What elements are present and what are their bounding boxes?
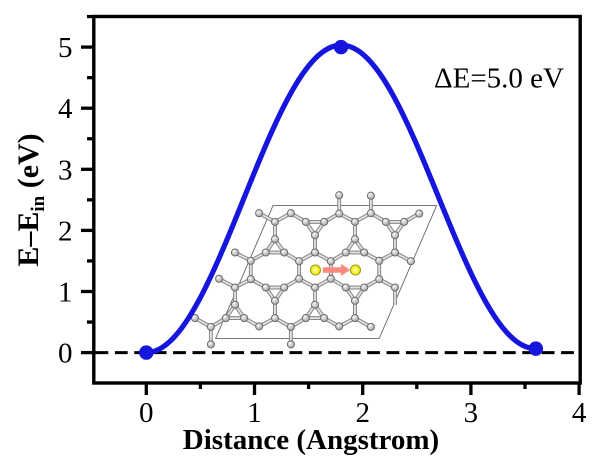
- svg-text:1: 1: [247, 397, 262, 429]
- svg-text:ΔE=5.0 eV: ΔE=5.0 eV: [434, 63, 564, 95]
- svg-text:3: 3: [464, 397, 479, 429]
- svg-text:5: 5: [58, 32, 73, 64]
- svg-text:4: 4: [58, 93, 73, 125]
- svg-text:0: 0: [139, 397, 154, 429]
- svg-text:2: 2: [58, 215, 73, 247]
- svg-text:1: 1: [58, 277, 73, 309]
- svg-text:2: 2: [355, 397, 370, 429]
- svg-text:4: 4: [572, 397, 587, 429]
- svg-text:0: 0: [58, 338, 73, 370]
- svg-text:3: 3: [58, 154, 73, 186]
- svg-text:Distance (Angstrom): Distance (Angstrom): [183, 424, 439, 456]
